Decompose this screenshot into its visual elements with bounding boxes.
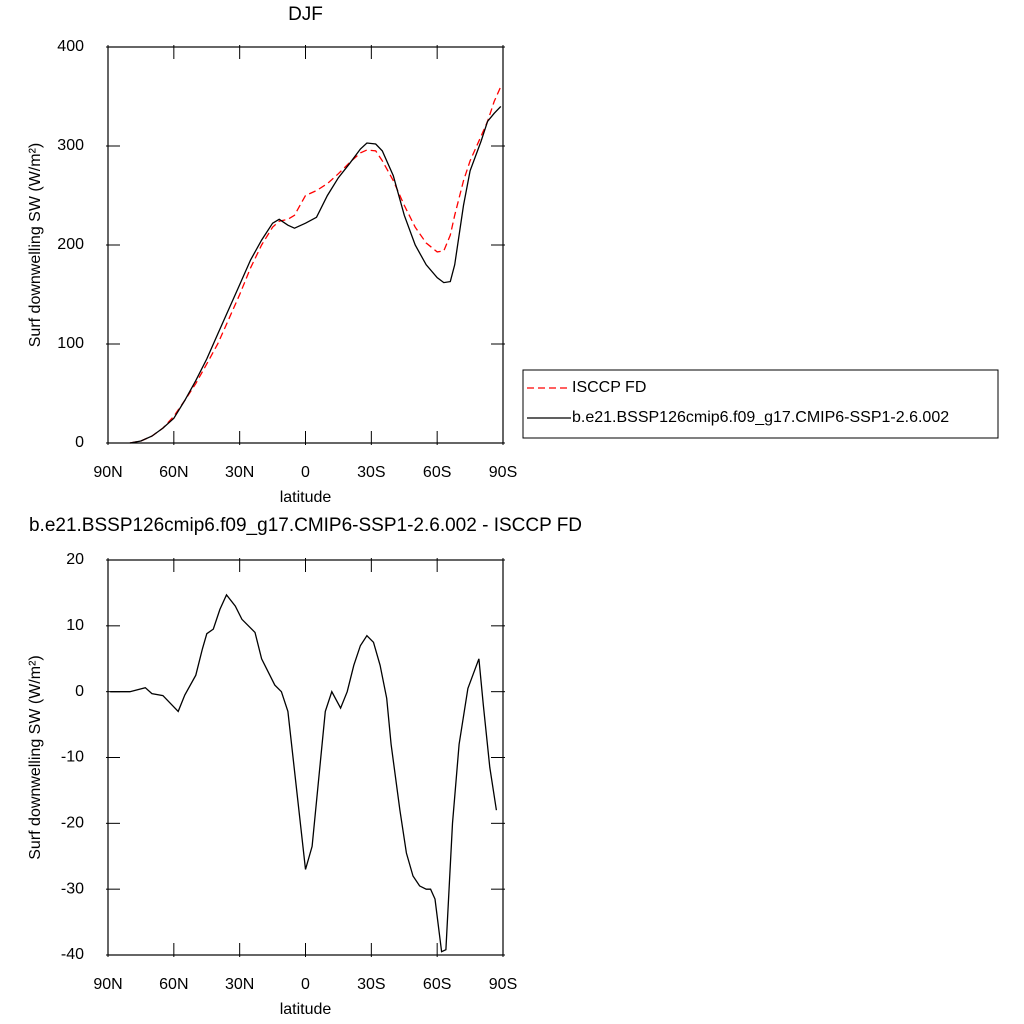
y-tick-label: 20: [66, 551, 84, 568]
x-tick-label: 60S: [423, 976, 451, 993]
y-tick-label: 100: [57, 335, 84, 352]
x-tick-label: 60N: [159, 976, 188, 993]
y-tick-label: -10: [61, 749, 84, 766]
x-tick-label: 30S: [357, 976, 385, 993]
y-tick-label: 400: [57, 38, 84, 55]
x-tick-label: 90N: [93, 464, 122, 481]
x-tick-label: 60S: [423, 464, 451, 481]
x-tick-label: 30N: [225, 976, 254, 993]
legend-box: [522, 369, 999, 439]
y-tick-label: 0: [75, 434, 84, 451]
x-axis-label: latitude: [280, 1001, 332, 1018]
data-line: [110, 593, 498, 953]
x-tick-label: 90N: [93, 976, 122, 993]
x-tick-label: 30N: [225, 464, 254, 481]
x-tick-label: 0: [301, 464, 310, 481]
data-line: [129, 86, 502, 444]
y-tick-label: 10: [66, 617, 84, 634]
y-tick-label: 300: [57, 137, 84, 154]
chart-title: DJF: [288, 4, 323, 25]
x-tick-label: 90S: [489, 464, 517, 481]
chart-title: b.e21.BSSP126cmip6.f09_g17.CMIP6-SSP1-2.…: [29, 515, 582, 536]
y-tick-label: 0: [75, 683, 84, 700]
plot-frame: [107, 559, 504, 956]
y-tick-label: -40: [61, 946, 84, 963]
y-tick-label: -20: [61, 815, 84, 832]
legend-label: b.e21.BSSP126cmip6.f09_g17.CMIP6-SSP1-2.…: [572, 409, 949, 426]
x-tick-label: 0: [301, 976, 310, 993]
y-tick-label: 200: [57, 236, 84, 253]
legend-label: ISCCP FD: [572, 379, 646, 396]
data-line: [129, 105, 502, 444]
x-tick-label: 90S: [489, 976, 517, 993]
x-axis-label: latitude: [280, 489, 332, 506]
y-axis-label: Surf downwelling SW (W/m²): [27, 655, 44, 859]
plot-frame: [107, 46, 504, 444]
x-tick-label: 30S: [357, 464, 385, 481]
y-tick-label: -30: [61, 880, 84, 897]
x-tick-label: 60N: [159, 464, 188, 481]
y-axis-label: Surf downwelling SW (W/m²): [27, 143, 44, 347]
